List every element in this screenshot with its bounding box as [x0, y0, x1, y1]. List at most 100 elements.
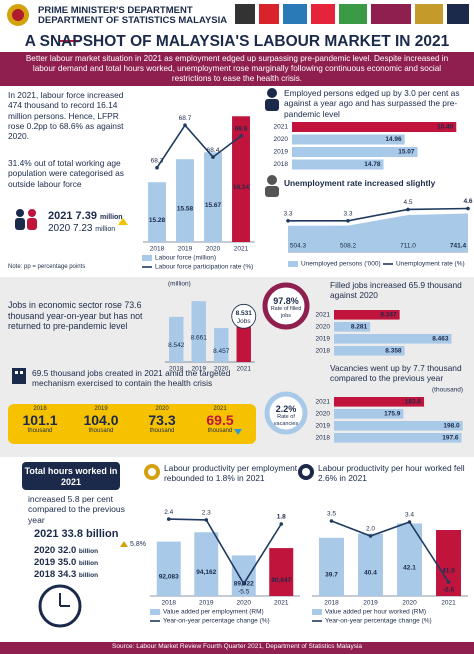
- created-card: 2020 73.3 thousand: [134, 406, 190, 434]
- area-value-label: 504.3: [290, 243, 307, 250]
- hours-badge: [22, 462, 120, 490]
- unemployed-icon: [265, 175, 279, 197]
- productivity-employment-text: Labour productivity per employment rebou…: [164, 463, 298, 484]
- ministry: PRIME MINISTER'S DEPARTMENT: [38, 5, 193, 16]
- legend-label: Year-on-year percentage change (%): [325, 618, 432, 625]
- vacancies-text: Vacancies went up by 7.7 thousand compar…: [330, 363, 462, 384]
- line-value-label: 68.6: [235, 126, 248, 133]
- bar-value-label: 94,162: [196, 569, 216, 576]
- unit: million: [95, 226, 116, 233]
- bar: [236, 318, 251, 362]
- y-tick-label: 2021: [274, 124, 289, 131]
- bar-value-label: 8.281: [351, 324, 368, 331]
- value: 104.0: [83, 412, 119, 428]
- bar-value-label: 39.7: [325, 572, 338, 579]
- y-tick-label: 2019: [316, 336, 331, 343]
- bar: [436, 530, 461, 596]
- x-tick-label: 2019: [192, 366, 207, 373]
- year: 2020: [34, 545, 56, 556]
- area-value-label: 741.4: [450, 243, 467, 250]
- bar-value-label: 42.1: [403, 564, 416, 571]
- line-value-label: 4.5: [403, 199, 412, 206]
- y-tick-label: 2020: [316, 324, 331, 331]
- line-point: [446, 580, 451, 584]
- y-tick-label: 2020: [316, 411, 331, 418]
- value: 7.23: [73, 223, 93, 234]
- bar-value-label: 197.6: [442, 435, 459, 442]
- line-value-label: 4.6: [463, 198, 472, 205]
- line-point: [346, 219, 350, 223]
- line-value-label: 68.4: [207, 147, 220, 154]
- value: 69.5: [206, 412, 234, 428]
- unit: billion: [78, 572, 99, 579]
- line-point: [183, 123, 187, 128]
- bar-value-label: 8.531: [236, 310, 253, 317]
- line-point: [466, 206, 470, 211]
- partner-logos: [235, 4, 469, 24]
- x-tick-label: 2020: [206, 246, 221, 253]
- year: 2020: [48, 223, 71, 234]
- filled-rate-ring: [262, 282, 310, 330]
- bar: [334, 346, 405, 356]
- line-point: [279, 522, 284, 526]
- employed-icon: [265, 88, 279, 111]
- legend-label: Unemployment rate (%): [396, 261, 465, 268]
- legend-label: Year-on-year percentage change (%): [163, 618, 270, 625]
- y-tick-label: 2018: [274, 161, 289, 168]
- x-tick-label: 2018: [324, 600, 339, 607]
- crest-center: [12, 9, 24, 21]
- subtitle-band: [0, 52, 474, 86]
- y-tick-label: 2018: [316, 348, 331, 355]
- x-tick-label: 2021: [234, 246, 249, 253]
- bar: [292, 134, 405, 145]
- outside-row: 2021 7.39 million: [48, 210, 123, 223]
- line-value-label: 2.4: [164, 509, 173, 516]
- bar-value-label: 40.4: [364, 570, 377, 577]
- unit-label: (thousand): [432, 387, 463, 394]
- bar: [334, 322, 371, 332]
- bar: [334, 397, 425, 407]
- x-tick-label: 2018: [162, 600, 177, 607]
- bar: [319, 537, 344, 596]
- line-value-label: 3.3: [343, 211, 352, 218]
- bar-value-label: 8.661: [191, 334, 208, 341]
- line-value-label: 68.3: [151, 157, 164, 164]
- unit: thousand: [207, 428, 233, 434]
- year: 2018: [34, 569, 56, 580]
- bar-value-label: 8.542: [168, 342, 185, 349]
- bar-value-label: 8.463: [432, 336, 449, 343]
- department: DEPARTMENT OF STATISTICS MALAYSIA: [38, 15, 228, 26]
- note-label: Jobs: [237, 318, 251, 325]
- line-value-label: 3.5: [327, 511, 336, 518]
- bar-value-label: 41.0: [442, 568, 455, 575]
- unit: billion: [86, 528, 119, 540]
- people-icon: [15, 209, 37, 230]
- value: 34.3: [57, 569, 77, 580]
- line-point: [407, 520, 412, 524]
- bar-value-label: 8.358: [385, 348, 402, 355]
- bar-value-label: 14.78: [364, 161, 381, 168]
- unit: thousand: [27, 428, 53, 434]
- line-point: [368, 534, 373, 538]
- bar-value-label: 175.9: [384, 411, 401, 418]
- bar-value-label: 8.347: [380, 312, 397, 319]
- outside-row: 2020 7.23 million: [48, 223, 115, 235]
- unit-label: (million): [168, 281, 191, 288]
- legend-marker: [142, 255, 152, 261]
- bar: [334, 310, 400, 320]
- unemployment-text: Unemployment rate increased slightly: [284, 178, 436, 188]
- bar-value-label: 15.07: [398, 149, 415, 156]
- bar-value-label: 198.0: [443, 423, 460, 430]
- bar: [214, 328, 229, 362]
- bar: [292, 159, 384, 170]
- note-circle: [231, 303, 257, 329]
- x-tick-label: 2021: [441, 600, 456, 607]
- area: [288, 213, 468, 252]
- year: 2019: [94, 406, 108, 412]
- x-tick-label: 2018: [150, 246, 165, 253]
- year: 2021: [213, 406, 227, 412]
- bar-value-label: 15.58: [177, 205, 194, 212]
- employed-text: Employed persons edged up by 3.0 per cen…: [284, 88, 460, 119]
- area-value-label: 711.0: [400, 243, 416, 250]
